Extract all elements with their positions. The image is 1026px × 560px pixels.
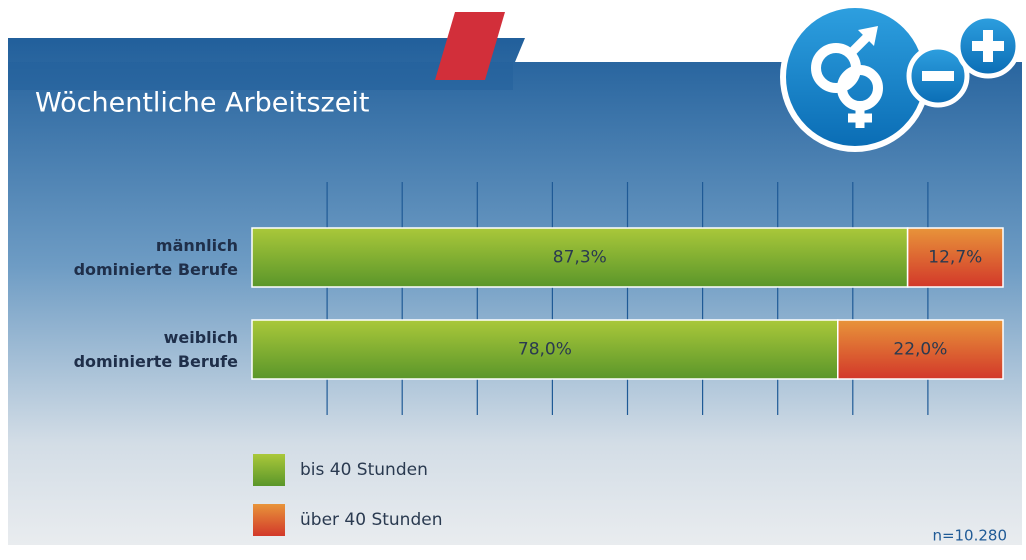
annotation: n=10.280: [932, 527, 1007, 545]
legend-swatch: [253, 454, 285, 486]
bar-segment: [251, 227, 909, 288]
value-label: 87,3%: [553, 248, 607, 268]
value-label: 78,0%: [518, 340, 572, 360]
title-band: [8, 62, 513, 90]
accent: [435, 12, 505, 80]
legend-label: über 40 Stunden: [300, 510, 442, 530]
value-label: 22,0%: [893, 340, 947, 360]
legend-swatch: [253, 504, 285, 536]
bar-segment: [837, 319, 1004, 380]
chart-title: Wöchentliche Arbeitszeit: [35, 88, 369, 119]
category-label: weiblich dominierte Berufe: [73, 327, 238, 371]
legend-label: bis 40 Stunden: [300, 460, 428, 480]
category-label: männlich dominierte Berufe: [73, 235, 238, 279]
gender-icon: [780, 2, 1021, 152]
bar-segment: [251, 319, 839, 380]
bar-segment: [906, 227, 1004, 288]
value-label: 12,7%: [928, 248, 982, 268]
